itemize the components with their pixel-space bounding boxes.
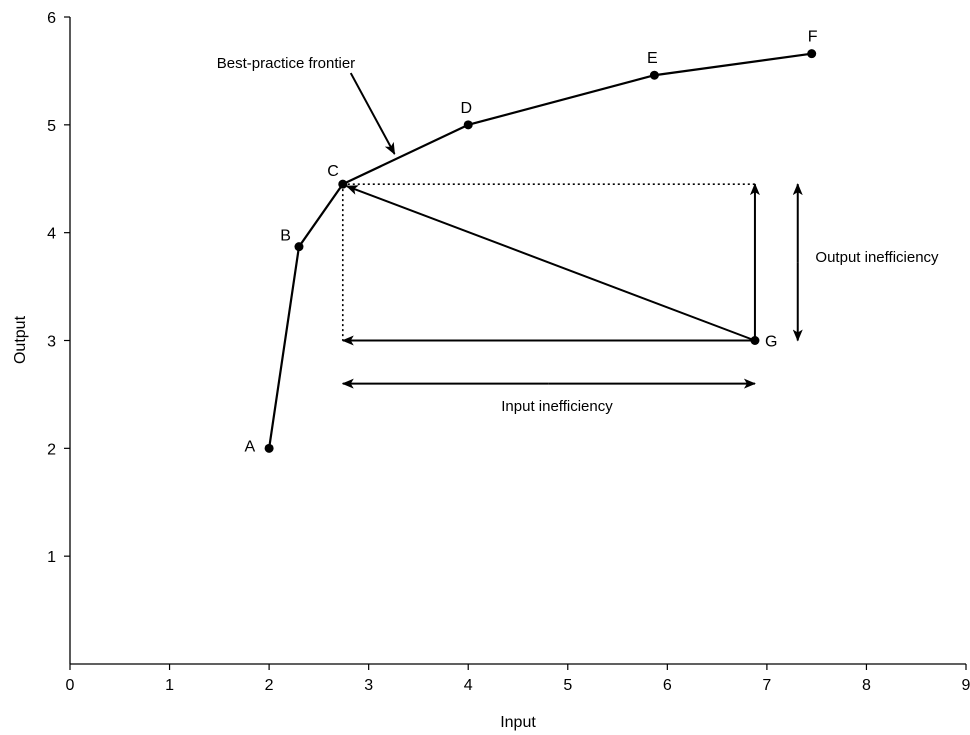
point-label-a: A [244,438,255,455]
point-f [807,49,817,59]
point-e [649,70,659,80]
axes: 0 1 2 3 4 5 6 7 8 9 1 2 3 4 5 6 [47,10,970,694]
point-g [750,336,760,345]
x-ticks: 0 1 2 3 4 5 6 7 8 9 [66,664,970,694]
point-label-d: D [460,100,472,117]
point-label-g: G [765,334,777,351]
input-inefficiency-label: Input inefficiency [501,398,613,415]
y-tick-label: 6 [47,10,56,27]
data-points: A B C D E F G [244,29,817,456]
x-tick-label: 5 [563,677,572,694]
point-label-f: F [808,29,818,46]
x-tick-label: 1 [165,677,174,694]
point-b [294,242,304,252]
x-tick-label: 0 [66,677,75,694]
y-tick-label: 4 [47,226,56,243]
x-tick-label: 4 [464,677,473,694]
projection-guides [341,183,755,341]
x-axis-label: Input [500,714,536,731]
x-tick-label: 9 [962,677,970,694]
y-axis-label: Output [12,315,29,364]
x-tick-label: 6 [663,677,672,694]
x-tick-label: 3 [364,677,373,694]
inefficiency-arrows [341,72,803,389]
point-label-b: B [280,228,291,245]
point-label-c: C [327,163,339,180]
frontier-pointer-arrow [349,72,396,155]
x-tick-label: 7 [762,677,771,694]
frontier-line [268,52,812,449]
frontier-series [268,52,812,449]
output-inefficiency-label: Output inefficiency [815,249,939,266]
point-d [463,120,473,130]
frontier-annotation-label: Best-practice frontier [217,55,355,72]
y-tick-label: 5 [47,118,56,135]
y-tick-label: 2 [47,441,56,458]
projection-arrow-g-to-c [345,185,756,342]
y-tick-label: 1 [47,549,56,566]
y-ticks: 1 2 3 4 5 6 [47,10,70,566]
point-c [338,179,348,189]
point-label-e: E [647,50,658,67]
point-a [264,443,274,453]
x-tick-label: 8 [862,677,871,694]
x-tick-label: 2 [265,677,274,694]
y-tick-label: 3 [47,334,56,351]
